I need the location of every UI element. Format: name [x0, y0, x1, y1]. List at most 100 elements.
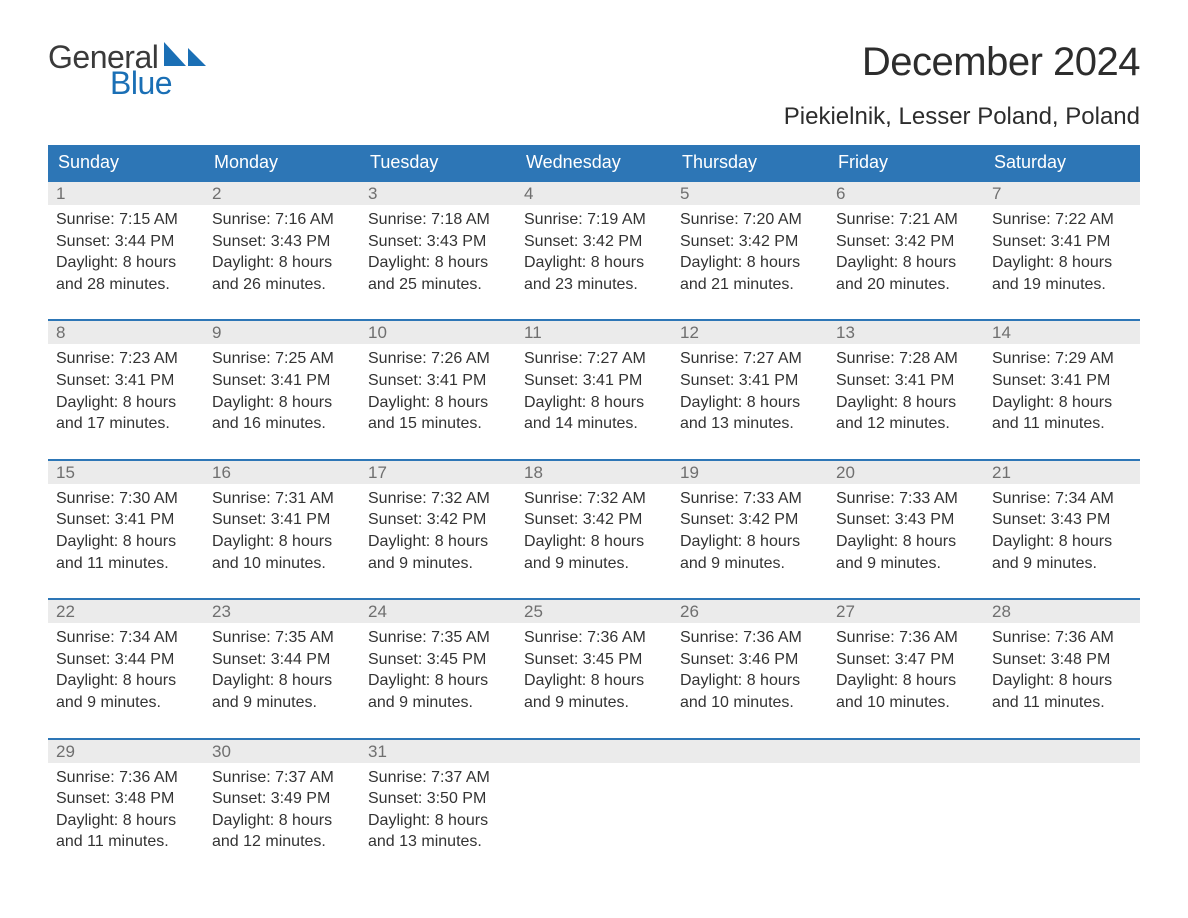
day-sunset: Sunset: 3:42 PM — [368, 509, 508, 531]
weekday-header: Saturday — [984, 145, 1140, 180]
day-sunrise: Sunrise: 7:34 AM — [992, 488, 1132, 510]
calendar-week: 15Sunrise: 7:30 AMSunset: 3:41 PMDayligh… — [48, 459, 1140, 574]
day-sunrise: Sunrise: 7:36 AM — [836, 627, 976, 649]
day-number — [516, 740, 672, 763]
day-sunrise: Sunrise: 7:19 AM — [524, 209, 664, 231]
day-number: 7 — [984, 182, 1140, 205]
day-number: 22 — [48, 600, 204, 623]
day-sunrise: Sunrise: 7:36 AM — [992, 627, 1132, 649]
day-dl2: and 12 minutes. — [212, 831, 352, 853]
calendar-day: 3Sunrise: 7:18 AMSunset: 3:43 PMDaylight… — [360, 182, 516, 295]
day-number: 8 — [48, 321, 204, 344]
day-sunset: Sunset: 3:45 PM — [524, 649, 664, 671]
calendar-day: 23Sunrise: 7:35 AMSunset: 3:44 PMDayligh… — [204, 600, 360, 713]
day-dl2: and 26 minutes. — [212, 274, 352, 296]
calendar-day: 29Sunrise: 7:36 AMSunset: 3:48 PMDayligh… — [48, 740, 204, 853]
day-sunset: Sunset: 3:41 PM — [992, 231, 1132, 253]
day-body: Sunrise: 7:36 AMSunset: 3:45 PMDaylight:… — [516, 623, 672, 713]
day-dl2: and 10 minutes. — [680, 692, 820, 714]
calendar-day — [672, 740, 828, 853]
day-dl1: Daylight: 8 hours — [368, 252, 508, 274]
calendar-day: 22Sunrise: 7:34 AMSunset: 3:44 PMDayligh… — [48, 600, 204, 713]
day-sunrise: Sunrise: 7:20 AM — [680, 209, 820, 231]
day-number: 31 — [360, 740, 516, 763]
calendar-week: 1Sunrise: 7:15 AMSunset: 3:44 PMDaylight… — [48, 180, 1140, 295]
calendar: SundayMondayTuesdayWednesdayThursdayFrid… — [48, 145, 1140, 853]
day-number: 6 — [828, 182, 984, 205]
day-body: Sunrise: 7:35 AMSunset: 3:45 PMDaylight:… — [360, 623, 516, 713]
calendar-day: 8Sunrise: 7:23 AMSunset: 3:41 PMDaylight… — [48, 321, 204, 434]
day-number — [828, 740, 984, 763]
day-dl1: Daylight: 8 hours — [524, 531, 664, 553]
calendar-day: 19Sunrise: 7:33 AMSunset: 3:42 PMDayligh… — [672, 461, 828, 574]
calendar-day: 5Sunrise: 7:20 AMSunset: 3:42 PMDaylight… — [672, 182, 828, 295]
day-dl2: and 9 minutes. — [680, 553, 820, 575]
day-number: 17 — [360, 461, 516, 484]
day-sunset: Sunset: 3:41 PM — [212, 509, 352, 531]
day-body: Sunrise: 7:34 AMSunset: 3:44 PMDaylight:… — [48, 623, 204, 713]
day-sunset: Sunset: 3:43 PM — [836, 509, 976, 531]
day-dl1: Daylight: 8 hours — [56, 531, 196, 553]
day-number — [984, 740, 1140, 763]
day-body: Sunrise: 7:36 AMSunset: 3:47 PMDaylight:… — [828, 623, 984, 713]
day-number: 20 — [828, 461, 984, 484]
day-body: Sunrise: 7:22 AMSunset: 3:41 PMDaylight:… — [984, 205, 1140, 295]
day-number: 27 — [828, 600, 984, 623]
day-dl1: Daylight: 8 hours — [680, 392, 820, 414]
day-number — [672, 740, 828, 763]
day-sunrise: Sunrise: 7:16 AM — [212, 209, 352, 231]
day-sunset: Sunset: 3:45 PM — [368, 649, 508, 671]
day-body: Sunrise: 7:29 AMSunset: 3:41 PMDaylight:… — [984, 344, 1140, 434]
day-body: Sunrise: 7:32 AMSunset: 3:42 PMDaylight:… — [360, 484, 516, 574]
day-sunrise: Sunrise: 7:36 AM — [56, 767, 196, 789]
day-body: Sunrise: 7:35 AMSunset: 3:44 PMDaylight:… — [204, 623, 360, 713]
day-dl1: Daylight: 8 hours — [836, 252, 976, 274]
day-sunset: Sunset: 3:41 PM — [524, 370, 664, 392]
day-sunset: Sunset: 3:42 PM — [680, 231, 820, 253]
day-dl2: and 9 minutes. — [836, 553, 976, 575]
day-dl2: and 9 minutes. — [368, 692, 508, 714]
day-dl2: and 9 minutes. — [368, 553, 508, 575]
calendar-day: 25Sunrise: 7:36 AMSunset: 3:45 PMDayligh… — [516, 600, 672, 713]
logo-text-blue: Blue — [110, 67, 210, 99]
day-number: 3 — [360, 182, 516, 205]
day-body: Sunrise: 7:31 AMSunset: 3:41 PMDaylight:… — [204, 484, 360, 574]
day-dl2: and 21 minutes. — [680, 274, 820, 296]
day-sunrise: Sunrise: 7:33 AM — [836, 488, 976, 510]
day-number: 29 — [48, 740, 204, 763]
calendar-day: 9Sunrise: 7:25 AMSunset: 3:41 PMDaylight… — [204, 321, 360, 434]
weekday-header: Tuesday — [360, 145, 516, 180]
day-sunrise: Sunrise: 7:27 AM — [680, 348, 820, 370]
day-body: Sunrise: 7:36 AMSunset: 3:48 PMDaylight:… — [984, 623, 1140, 713]
day-body: Sunrise: 7:15 AMSunset: 3:44 PMDaylight:… — [48, 205, 204, 295]
day-number: 9 — [204, 321, 360, 344]
day-dl2: and 9 minutes. — [992, 553, 1132, 575]
calendar-day: 16Sunrise: 7:31 AMSunset: 3:41 PMDayligh… — [204, 461, 360, 574]
day-body: Sunrise: 7:20 AMSunset: 3:42 PMDaylight:… — [672, 205, 828, 295]
day-dl1: Daylight: 8 hours — [212, 252, 352, 274]
weekday-header: Sunday — [48, 145, 204, 180]
day-number: 30 — [204, 740, 360, 763]
day-sunset: Sunset: 3:41 PM — [56, 509, 196, 531]
day-dl1: Daylight: 8 hours — [524, 252, 664, 274]
day-body: Sunrise: 7:23 AMSunset: 3:41 PMDaylight:… — [48, 344, 204, 434]
calendar-day: 7Sunrise: 7:22 AMSunset: 3:41 PMDaylight… — [984, 182, 1140, 295]
day-dl1: Daylight: 8 hours — [836, 531, 976, 553]
calendar-week: 8Sunrise: 7:23 AMSunset: 3:41 PMDaylight… — [48, 319, 1140, 434]
day-dl1: Daylight: 8 hours — [992, 531, 1132, 553]
calendar-day: 2Sunrise: 7:16 AMSunset: 3:43 PMDaylight… — [204, 182, 360, 295]
day-sunset: Sunset: 3:48 PM — [992, 649, 1132, 671]
day-number: 2 — [204, 182, 360, 205]
day-dl1: Daylight: 8 hours — [368, 810, 508, 832]
day-dl2: and 12 minutes. — [836, 413, 976, 435]
calendar-day: 1Sunrise: 7:15 AMSunset: 3:44 PMDaylight… — [48, 182, 204, 295]
weekday-header-row: SundayMondayTuesdayWednesdayThursdayFrid… — [48, 145, 1140, 180]
day-dl1: Daylight: 8 hours — [680, 670, 820, 692]
day-body: Sunrise: 7:37 AMSunset: 3:49 PMDaylight:… — [204, 763, 360, 853]
calendar-day: 14Sunrise: 7:29 AMSunset: 3:41 PMDayligh… — [984, 321, 1140, 434]
calendar-day: 24Sunrise: 7:35 AMSunset: 3:45 PMDayligh… — [360, 600, 516, 713]
day-sunset: Sunset: 3:41 PM — [212, 370, 352, 392]
calendar-week: 29Sunrise: 7:36 AMSunset: 3:48 PMDayligh… — [48, 738, 1140, 853]
calendar-day — [828, 740, 984, 853]
calendar-day — [984, 740, 1140, 853]
